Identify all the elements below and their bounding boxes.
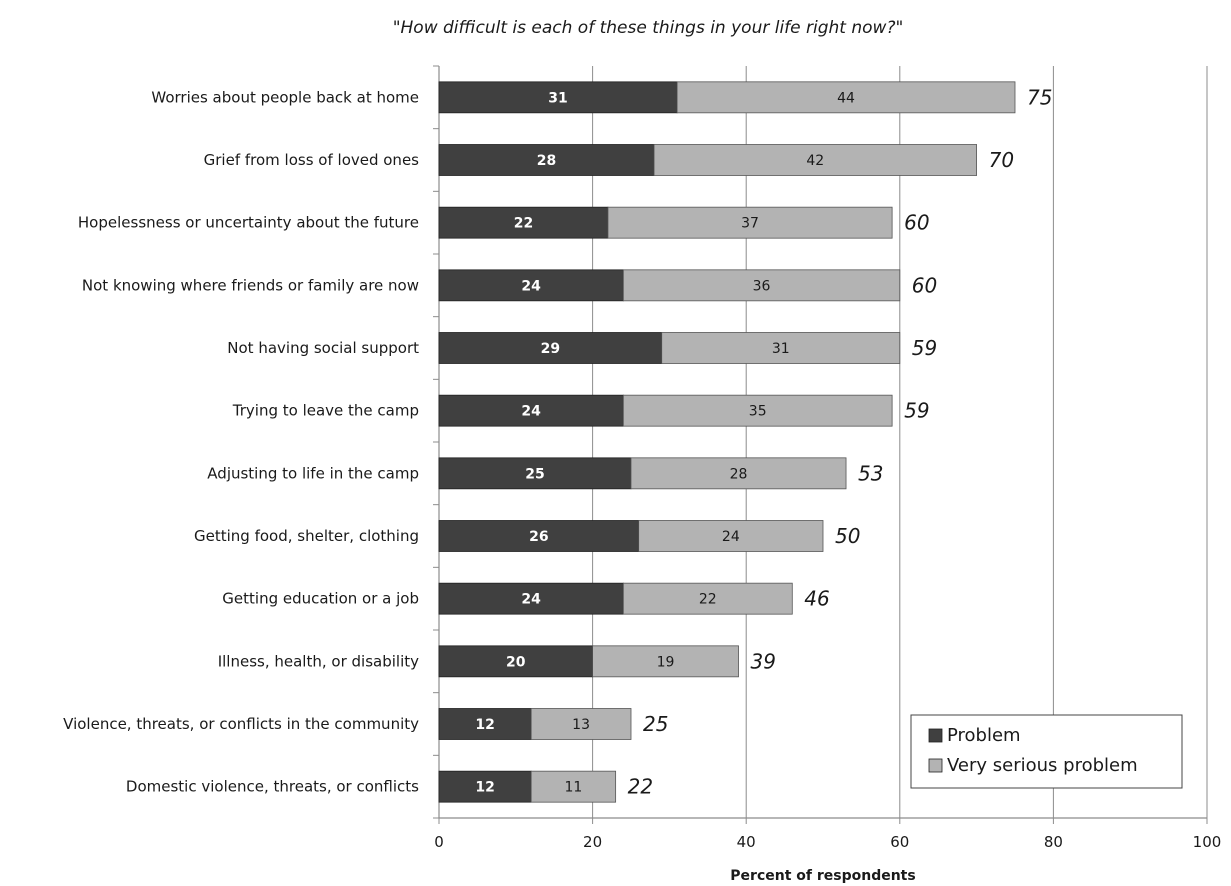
data-label-very-serious: 22 [699, 592, 717, 608]
category-label: Getting education or a job [222, 590, 419, 608]
data-label-problem: 24 [521, 404, 541, 420]
data-label-very-serious: 13 [572, 717, 590, 733]
data-label-problem: 20 [506, 654, 526, 670]
data-label-very-serious: 24 [722, 529, 740, 545]
bar-segment-very-serious [530, 770, 617, 803]
data-label-problem: 25 [525, 466, 544, 482]
x-tick-label: 60 [890, 833, 909, 851]
category-label: Hopelessness or uncertainty about the fu… [78, 214, 419, 232]
data-label-total: 25 [643, 712, 668, 736]
x-tick-label: 20 [583, 833, 602, 851]
x-tick-label: 0 [434, 833, 444, 851]
data-label-problem: 24 [521, 278, 541, 294]
data-label-very-serious: 42 [806, 153, 824, 169]
data-label-problem: 24 [521, 592, 541, 608]
data-label-total: 70 [989, 148, 1014, 172]
data-label-total: 39 [751, 649, 776, 673]
bar-segment-problem [438, 520, 640, 552]
data-label-problem: 22 [514, 216, 533, 232]
bar-segment-problem [438, 81, 678, 114]
data-label-problem: 26 [529, 529, 548, 545]
bar-segment-very-serious [630, 457, 847, 490]
legend: Problem Very serious problem [910, 714, 1183, 789]
data-label-total: 59 [904, 399, 929, 423]
data-label-problem: 29 [541, 341, 560, 357]
bar-segment-very-serious [592, 645, 739, 678]
data-label-very-serious: 35 [749, 404, 767, 420]
bar-segment-very-serious [622, 394, 893, 427]
bar-segment-problem [438, 708, 532, 740]
category-label: Not knowing where friends or family are … [82, 276, 419, 294]
data-label-very-serious: 28 [730, 466, 748, 482]
data-label-very-serious: 19 [657, 654, 675, 670]
x-axis-label: Percent of respondents [730, 868, 915, 884]
bar-segment-very-serious [653, 144, 977, 176]
category-labels: Worries about people back at home Grief f… [63, 88, 419, 795]
x-tick-label: 40 [737, 833, 756, 851]
bar-segment-very-serious [638, 520, 824, 552]
data-label-very-serious: 44 [837, 90, 855, 106]
legend-entry: Very serious problem [947, 755, 1138, 776]
bars: 31 44 75 28 42 70 22 37 60 24 36 60 29 31 59 24 35 59 25 28… [438, 81, 1052, 803]
bar-segment-very-serious [622, 269, 901, 302]
data-label-problem: 28 [537, 153, 556, 169]
bar-segment-problem [438, 144, 655, 176]
gridlines [592, 66, 1208, 818]
data-label-total: 22 [628, 775, 653, 799]
data-label-very-serious: 37 [741, 216, 759, 232]
legend-box [910, 714, 1183, 789]
data-label-very-serious: 36 [753, 278, 771, 294]
data-label-total: 50 [835, 524, 860, 548]
legend-swatch [928, 728, 943, 743]
axes [433, 65, 1208, 824]
data-label-total: 60 [904, 211, 929, 235]
data-label-total: 59 [912, 336, 937, 360]
category-label: Worries about people back at home [151, 88, 419, 106]
bar-segment-very-serious [676, 81, 1016, 114]
category-label: Grief from loss of loved ones [204, 151, 420, 169]
legend-swatch [928, 758, 943, 773]
data-label-total: 53 [858, 461, 883, 485]
bar-segment-problem [438, 332, 663, 364]
category-label: Not having social support [227, 339, 419, 357]
bar-segment-problem [438, 770, 532, 803]
bar-segment-very-serious [661, 332, 901, 364]
chart-title: "How difficult is each of these things i… [393, 18, 904, 38]
category-label: Adjusting to life in the camp [207, 464, 419, 482]
category-label: Trying to leave the camp [232, 402, 419, 420]
category-label: Illness, health, or disability [218, 652, 419, 670]
category-label: Getting food, shelter, clothing [194, 527, 419, 545]
data-label-very-serious: 11 [564, 780, 582, 796]
data-label-problem: 12 [475, 780, 494, 796]
bar-segment-very-serious [622, 582, 793, 615]
category-label: Domestic violence, threats, or conflicts [126, 778, 419, 796]
data-label-very-serious: 31 [772, 341, 790, 357]
data-label-problem: 31 [548, 90, 567, 106]
bar-segment-very-serious [607, 206, 893, 239]
data-label-problem: 12 [475, 717, 494, 733]
x-tick-label: 80 [1044, 833, 1063, 851]
bar-segment-very-serious [530, 708, 632, 740]
legend-entry: Problem [947, 725, 1021, 746]
x-tick-labels: 0 20 40 60 80 100 [434, 833, 1221, 851]
bar-segment-problem [438, 206, 609, 239]
category-label: Violence, threats, or conflicts in the c… [63, 715, 419, 733]
data-label-total: 75 [1027, 85, 1052, 109]
x-tick-label: 100 [1193, 833, 1222, 851]
data-label-total: 60 [912, 273, 937, 297]
data-label-total: 46 [804, 587, 829, 611]
